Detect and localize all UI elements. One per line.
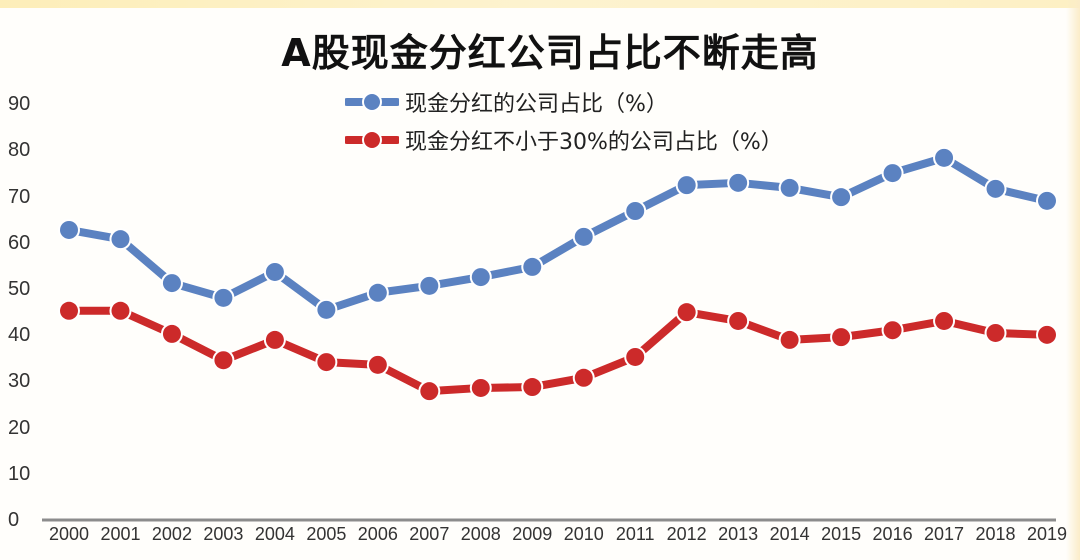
data-point-marker: [883, 164, 902, 183]
x-tick-label: 2003: [203, 524, 244, 544]
x-tick-label: 2018: [975, 524, 1016, 544]
data-point-marker: [935, 311, 954, 330]
data-point-marker: [1038, 191, 1056, 210]
data-point-marker: [420, 382, 439, 401]
y-tick-label: 40: [8, 324, 31, 347]
series-0: [58, 146, 1058, 321]
data-point-marker: [780, 330, 799, 349]
data-point-marker: [162, 324, 181, 343]
x-tick-label: 2014: [769, 524, 810, 544]
x-tick-label: 2005: [306, 524, 347, 544]
data-point-marker: [832, 328, 851, 347]
series-line-segment: [632, 309, 690, 361]
data-point-marker: [420, 276, 439, 295]
data-point-marker: [729, 311, 748, 330]
legend-blue-line-marker-icon: [345, 92, 399, 112]
data-point-marker: [368, 283, 387, 302]
x-tick-label: 2009: [512, 524, 553, 544]
data-point-marker: [986, 323, 1005, 342]
data-point-marker: [574, 368, 593, 387]
series-line-segment: [117, 236, 175, 287]
data-point-marker: [574, 227, 593, 246]
x-tick-label: 2007: [409, 524, 450, 544]
data-point-marker: [883, 321, 902, 340]
legend-item-all-dividend: 现金分红的公司占比（%）: [345, 83, 783, 121]
data-point-marker: [317, 300, 336, 319]
data-point-marker: [471, 268, 490, 287]
x-tick-label: 2016: [872, 524, 913, 544]
right-decorative-strip: [1066, 0, 1080, 560]
data-point-marker: [60, 301, 78, 320]
data-point-marker: [832, 188, 851, 207]
y-tick-label: 30: [8, 370, 31, 393]
top-decorative-strip: [0, 0, 1080, 8]
y-tick-label: 10: [8, 462, 31, 485]
data-point-marker: [111, 230, 130, 249]
data-point-marker: [60, 220, 78, 239]
data-point-marker: [935, 148, 954, 167]
data-point-marker: [523, 378, 542, 397]
x-tick-label: 2006: [357, 524, 398, 544]
x-tick-label: 2010: [563, 524, 604, 544]
x-tick-label: 2002: [151, 524, 192, 544]
y-tick-label: 60: [8, 231, 31, 254]
x-tick-label: 2013: [718, 524, 759, 544]
data-point-marker: [162, 274, 181, 293]
data-point-marker: [471, 378, 490, 397]
chart-title: A股现金分红公司占比不断走高: [281, 31, 819, 75]
x-tick-label: 2012: [666, 524, 707, 544]
data-point-marker: [214, 288, 233, 307]
x-tick-label: 2017: [924, 524, 965, 544]
data-point-marker: [265, 330, 284, 349]
x-tick-label: 2004: [254, 524, 295, 544]
data-point-marker: [780, 178, 799, 197]
legend-label: 现金分红不小于30%的公司占比（%）: [405, 130, 783, 155]
data-point-marker: [1038, 325, 1056, 344]
x-tick-label: 2001: [100, 524, 141, 544]
data-point-marker: [265, 262, 284, 281]
data-point-marker: [111, 301, 130, 320]
legend-label: 现金分红的公司占比（%）: [405, 92, 668, 117]
chart-legend: 现金分红的公司占比（%） 现金分红不小于30%的公司占比（%）: [345, 83, 783, 159]
data-point-marker: [626, 201, 645, 220]
data-point-marker: [214, 351, 233, 370]
legend-item-dividend-30pct: 现金分红不小于30%的公司占比（%）: [345, 121, 783, 159]
y-tick-label: 50: [8, 278, 31, 300]
x-tick-label: 2019: [1026, 524, 1068, 544]
data-point-marker: [523, 257, 542, 276]
data-point-marker: [677, 303, 696, 322]
x-tick-label: 2015: [821, 524, 862, 544]
data-point-marker: [677, 176, 696, 195]
data-point-marker: [368, 355, 387, 374]
x-tick-label: 2011: [615, 524, 655, 544]
y-tick-label: 20: [8, 416, 31, 439]
y-tick-label: 80: [8, 139, 31, 162]
y-tick-label: 0: [8, 509, 20, 531]
y-tick-label: 70: [8, 185, 31, 208]
x-tick-label: 2000: [48, 524, 90, 544]
x-tick-label: 2008: [460, 524, 501, 544]
data-point-marker: [317, 353, 336, 372]
legend-red-line-marker-icon: [345, 130, 399, 150]
data-point-marker: [986, 179, 1005, 198]
data-point-marker: [729, 173, 748, 192]
series-1: [58, 299, 1058, 403]
y-tick-label: 90: [8, 93, 31, 116]
data-point-marker: [626, 347, 645, 366]
